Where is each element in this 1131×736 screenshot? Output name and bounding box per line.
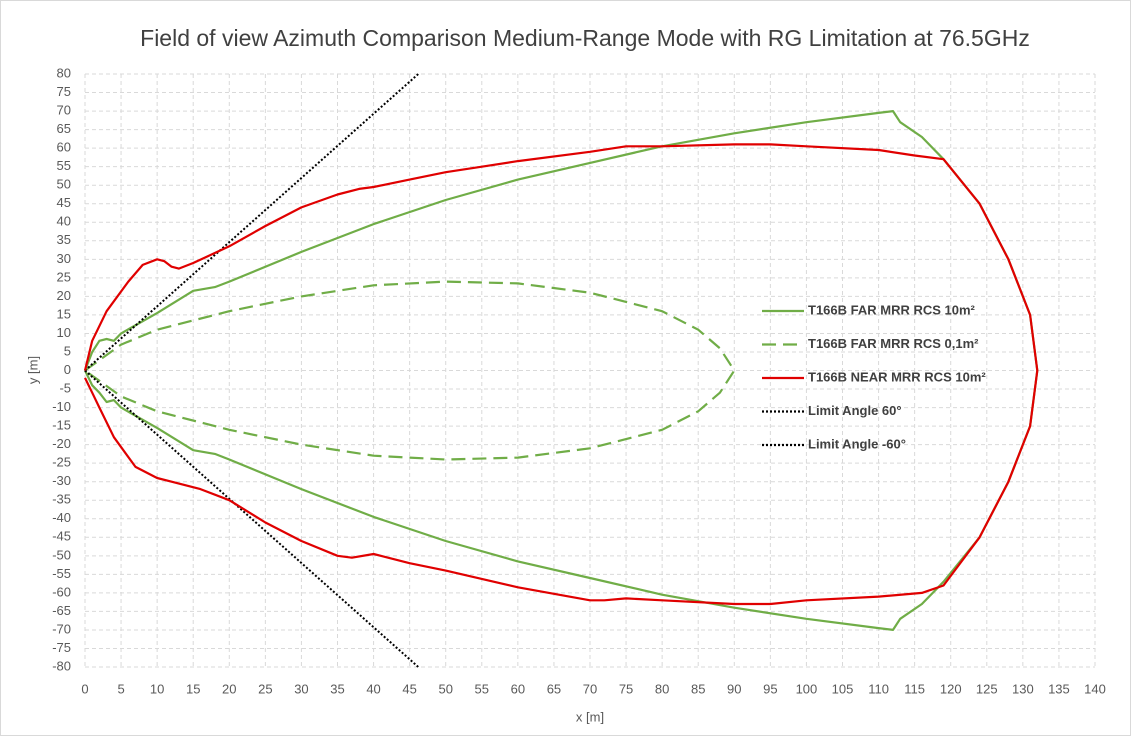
y-tick-label: 50 [57,177,71,192]
y-tick-label: 75 [57,84,71,99]
y-tick-label: 20 [57,288,71,303]
y-tick-label: -25 [52,455,71,470]
x-axis-label: x [m] [576,709,604,724]
y-tick-label: 30 [57,251,71,266]
y-tick-label: -80 [52,658,71,673]
y-tick-label: -40 [52,510,71,525]
y-tick-label: -20 [52,436,71,451]
x-tick-label: 130 [1012,681,1034,696]
y-tick-label: 55 [57,158,71,173]
y-tick-label: -30 [52,473,71,488]
y-tick-label: -15 [52,418,71,433]
x-tick-label: 95 [763,681,777,696]
x-tick-label: 0 [81,681,88,696]
y-tick-label: 5 [64,343,71,358]
x-tick-label: 80 [655,681,669,696]
x-tick-label: 135 [1048,681,1070,696]
y-tick-label: 40 [57,214,71,229]
x-tick-label: 120 [940,681,962,696]
y-tick-label: 10 [57,325,71,340]
legend-label: Limit Angle 60° [808,403,902,418]
y-tick-label: 15 [57,306,71,321]
y-tick-label: -5 [59,380,71,395]
legend-label: Limit Angle -60° [808,436,906,451]
y-tick-label: 80 [57,65,71,80]
x-tick-label: 125 [976,681,998,696]
x-tick-label: 140 [1084,681,1106,696]
x-tick-label: 90 [727,681,741,696]
y-tick-label: 45 [57,195,71,210]
x-tick-label: 5 [117,681,124,696]
y-tick-label: -50 [52,547,71,562]
x-tick-label: 10 [150,681,164,696]
x-tick-label: 55 [475,681,489,696]
y-tick-label: 65 [57,121,71,136]
y-tick-label: 25 [57,269,71,284]
legend-label: T166B FAR MRR RCS 0,1m² [808,336,979,351]
x-tick-label: 25 [258,681,272,696]
legend-label: T166B FAR MRR RCS 10m² [808,302,976,317]
x-tick-label: 115 [904,681,925,696]
y-tick-label: 70 [57,103,71,118]
x-tick-label: 30 [294,681,308,696]
legend-label: T166B NEAR MRR RCS 10m² [808,369,986,384]
y-tick-label: -60 [52,584,71,599]
x-tick-label: 65 [547,681,561,696]
x-tick-label: 45 [402,681,416,696]
x-tick-label: 85 [691,681,705,696]
y-tick-label: 35 [57,232,71,247]
y-axis-label: y [m] [25,356,40,384]
y-tick-label: 0 [64,362,71,377]
y-tick-label: 60 [57,140,71,155]
x-tick-label: 105 [832,681,854,696]
series-line [84,280,736,461]
chart-title: Field of view Azimuth Comparison Medium-… [140,25,1030,51]
x-tick-label: 15 [186,681,200,696]
y-tick-label: -75 [52,640,71,655]
x-tick-label: 75 [619,681,633,696]
x-tick-label: 100 [796,681,818,696]
y-tick-label: -10 [52,399,71,414]
x-tick-label: 50 [438,681,452,696]
x-tick-label: 110 [868,681,889,696]
y-tick-label: -55 [52,566,71,581]
x-tick-label: 40 [366,681,380,696]
y-tick-label: -35 [52,492,71,507]
x-tick-label: 35 [330,681,344,696]
x-tick-label: 20 [222,681,236,696]
y-tick-label: -65 [52,603,71,618]
series-line [83,143,1039,606]
y-tick-label: -45 [52,529,71,544]
x-tick-label: 70 [583,681,597,696]
y-tick-label: -70 [52,621,71,636]
x-tick-label: 60 [511,681,525,696]
